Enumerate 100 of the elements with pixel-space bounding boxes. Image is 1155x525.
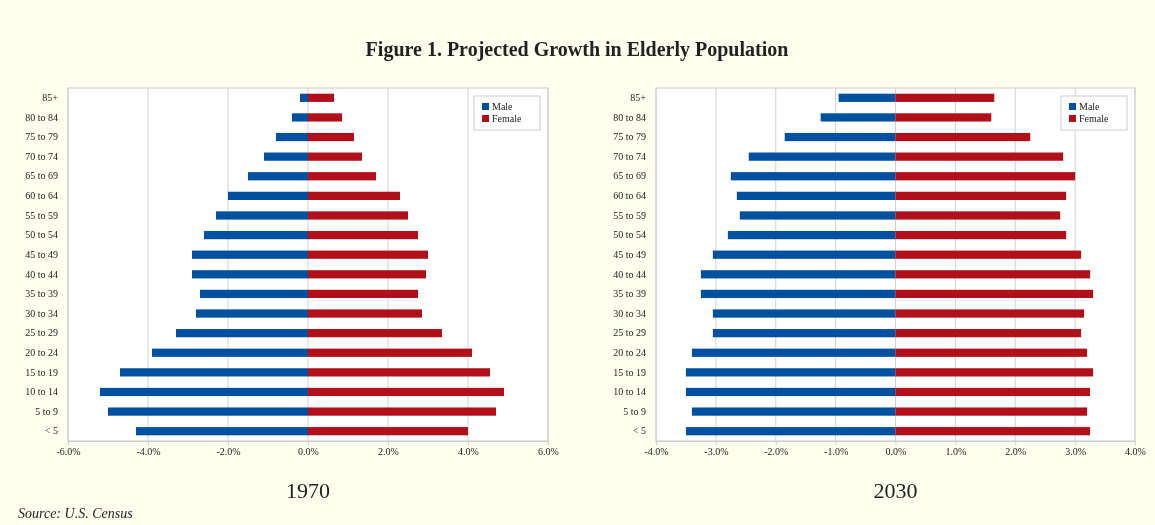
- y-tick-label: 80 to 84: [613, 111, 646, 123]
- bar: [308, 230, 418, 240]
- legend-label: Male: [1079, 101, 1101, 112]
- bar: [196, 309, 308, 318]
- y-tick-label: 30 to 34: [25, 307, 58, 319]
- bar: [712, 309, 896, 318]
- y-tick-label: 5 to 9: [623, 405, 646, 417]
- bar: [895, 93, 995, 102]
- x-tick-label: 4.0%: [1125, 446, 1146, 458]
- y-tick-label: 25 to 29: [25, 327, 58, 339]
- bar: [100, 387, 308, 397]
- bar: [685, 368, 896, 377]
- bar: [712, 250, 896, 259]
- bar: [895, 368, 1094, 377]
- x-tick-label: 6.0%: [538, 446, 559, 458]
- y-tick-label: 70 to 74: [613, 150, 646, 162]
- bar: [308, 329, 442, 338]
- bar: [895, 113, 992, 122]
- bar: [895, 348, 1088, 357]
- bar: [691, 348, 896, 357]
- x-tick-label: 0.0%: [885, 446, 907, 458]
- y-tick-label: 30 to 34: [613, 307, 646, 319]
- bar: [727, 230, 896, 240]
- bar: [264, 152, 308, 161]
- x-tick-label: 1.0%: [945, 446, 967, 458]
- bar: [308, 289, 418, 299]
- legend-label: Female: [492, 113, 522, 124]
- bar: [730, 172, 896, 181]
- bar: [308, 172, 376, 181]
- y-tick-label: 85+: [42, 92, 59, 104]
- bar: [192, 270, 308, 279]
- y-tick-label: 45 to 49: [25, 248, 58, 260]
- y-tick-label: 75 to 79: [25, 131, 58, 143]
- y-tick-label: 25 to 29: [613, 327, 646, 339]
- bar: [895, 407, 1088, 416]
- bar: [276, 132, 308, 142]
- bar: [108, 407, 308, 416]
- x-tick-label: 4.0%: [458, 446, 479, 458]
- bar: [308, 407, 496, 416]
- y-tick-label: < 5: [632, 425, 646, 437]
- y-tick-label: 60 to 64: [613, 190, 646, 202]
- bar: [895, 211, 1061, 220]
- bar: [895, 132, 1031, 142]
- legend-label: Male: [492, 101, 514, 112]
- bar: [308, 368, 490, 377]
- bar: [820, 113, 896, 122]
- bar: [895, 309, 1085, 318]
- y-tick-label: 20 to 24: [25, 346, 58, 358]
- bar: [120, 368, 308, 377]
- y-tick-label: 55 to 59: [25, 209, 58, 221]
- x-tick-label: -2.0%: [764, 446, 789, 458]
- bar: [204, 230, 308, 240]
- bar: [300, 93, 308, 102]
- bar: [895, 329, 1082, 338]
- bar: [308, 309, 422, 318]
- bar: [685, 387, 896, 397]
- y-tick-label: 50 to 54: [25, 229, 58, 241]
- y-tick-label: 45 to 49: [613, 248, 646, 260]
- x-tick-label: 2.0%: [378, 446, 399, 458]
- bar: [712, 329, 896, 338]
- y-tick-label: 5 to 9: [35, 405, 58, 417]
- x-tick-label: -2.0%: [216, 446, 241, 458]
- bar: [691, 407, 896, 416]
- bar: [192, 250, 308, 259]
- bar: [308, 113, 342, 122]
- bar: [308, 348, 472, 357]
- bar: [895, 250, 1082, 259]
- x-axis-title: 1970: [286, 478, 330, 503]
- bar: [895, 152, 1064, 161]
- bar: [176, 329, 308, 338]
- x-tick-label: -4.0%: [644, 446, 669, 458]
- y-tick-label: < 5: [44, 425, 58, 437]
- x-tick-label: 2.0%: [1005, 446, 1027, 458]
- y-tick-label: 10 to 14: [25, 386, 58, 398]
- bar: [739, 211, 896, 220]
- bar: [700, 270, 896, 279]
- bar: [895, 270, 1091, 279]
- y-tick-label: 60 to 64: [25, 190, 58, 202]
- y-tick-label: 10 to 14: [613, 386, 646, 398]
- y-tick-label: 65 to 69: [613, 170, 646, 182]
- x-tick-label: -4.0%: [136, 446, 161, 458]
- x-tick-label: 3.0%: [1065, 446, 1087, 458]
- bar: [895, 289, 1094, 299]
- bar: [228, 191, 308, 200]
- y-tick-label: 80 to 84: [25, 111, 58, 123]
- x-tick-label: -3.0%: [704, 446, 729, 458]
- bar: [748, 152, 896, 161]
- bar: [685, 427, 896, 436]
- y-tick-label: 35 to 39: [25, 288, 58, 300]
- source-note: Source: U.S. Census: [18, 506, 134, 521]
- x-axis-title: 2030: [873, 478, 918, 503]
- legend-label: Female: [1079, 113, 1109, 124]
- x-tick-label: -1.0%: [824, 446, 849, 458]
- bar: [895, 230, 1067, 240]
- bar: [895, 387, 1091, 397]
- y-tick-label: 55 to 59: [613, 209, 646, 221]
- bar: [895, 427, 1091, 436]
- y-tick-label: 85+: [630, 92, 647, 104]
- bar: [895, 172, 1076, 181]
- y-tick-label: 20 to 24: [613, 346, 646, 358]
